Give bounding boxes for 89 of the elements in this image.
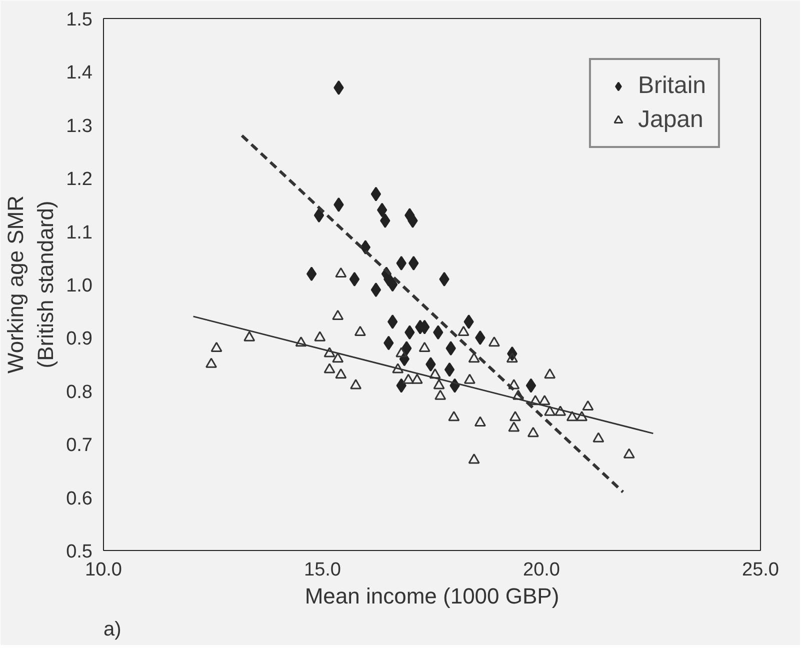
point [324,347,336,358]
point [544,406,556,416]
point [295,336,307,347]
point [464,374,476,384]
y-tick-label: 0.5 [66,542,93,562]
point [306,266,317,282]
point [380,213,390,228]
point [434,390,446,400]
point [538,395,550,406]
point [488,336,500,347]
point [210,342,222,352]
point [446,341,456,356]
point [324,363,336,374]
point [334,80,344,95]
point [464,314,474,329]
point [314,331,326,342]
point [370,186,382,202]
point [335,368,347,379]
point [396,378,406,393]
point [402,341,412,356]
x-axis-title: Mean income (1000 GBP) [304,584,560,608]
point [396,347,408,358]
point [404,325,415,340]
point [530,395,542,406]
y-tick-label: 1.4 [66,62,93,84]
point [566,410,578,422]
point [554,406,566,416]
y-tick-label: 1.3 [66,116,93,137]
point [468,454,480,464]
point [582,400,594,410]
y-tick-label: 0.6 [66,488,93,510]
point [433,325,444,340]
point [335,267,347,278]
point [444,362,455,377]
point [544,368,556,379]
point [475,330,486,345]
y-tick-label: 1.2 [66,169,93,190]
point [458,326,470,336]
point [418,342,430,352]
point [314,208,324,223]
point [592,432,604,442]
point [206,358,217,368]
y-tick-label: 0.8 [66,382,93,403]
text: a) [104,618,122,640]
point [426,357,436,372]
y-tick-label: 0.9 [66,328,93,350]
point [350,379,362,390]
point [349,272,360,286]
x-tick-label: 10.0 [85,560,122,580]
x-tick-label: 20.0 [523,560,560,580]
point [334,197,344,212]
y-axis-title: Working age SMR (British standard) [3,195,58,374]
point [376,202,388,218]
point [392,363,404,374]
point [526,378,536,393]
y-tick-label: 1.5 [66,10,93,30]
y-tick-label: 0.7 [66,435,93,456]
point [332,352,344,363]
point [433,379,445,390]
point [370,282,382,298]
point [384,336,394,350]
point [448,410,460,422]
point [527,426,539,438]
x-tick-label: 25.0 [742,560,779,580]
point [468,352,480,363]
point [506,352,518,363]
point [387,314,398,329]
point [244,331,256,342]
point [354,326,366,336]
point [411,374,423,384]
point [332,310,344,320]
point [576,410,588,422]
y-tick-label: 1.1 [66,222,93,244]
point [474,416,486,426]
point [508,379,520,390]
legend-label: Britain [638,72,706,100]
x-tick-label: 15.0 [304,560,341,580]
point [439,272,450,286]
point [509,410,521,422]
point [512,390,524,400]
point [408,256,419,270]
point [402,374,414,384]
point [429,368,441,379]
y-tick-label: 1.0 [66,276,93,296]
legend-label: Japan [638,106,704,134]
point [387,277,398,292]
point [623,448,635,458]
point [508,422,520,432]
point [396,256,406,270]
